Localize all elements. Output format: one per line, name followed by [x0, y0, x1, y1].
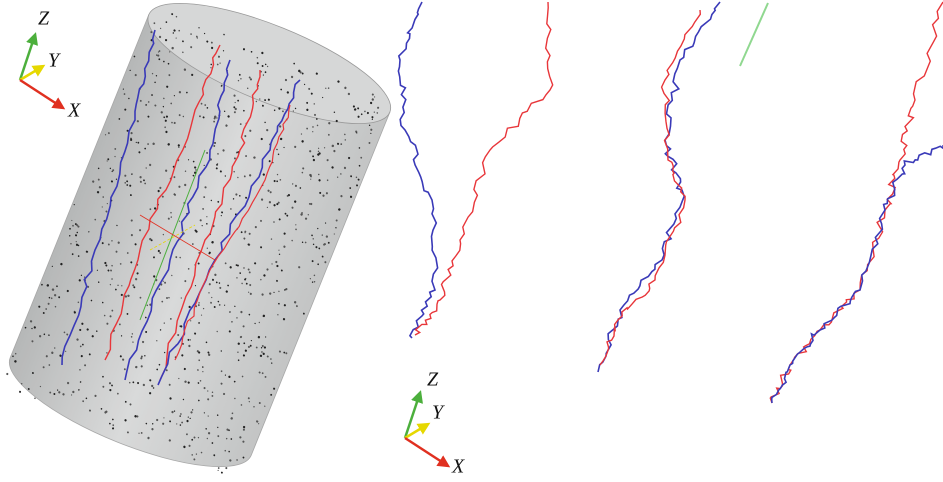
- crack: [398, 2, 437, 338]
- crack: [415, 2, 553, 335]
- figure: Z Y X Z Y X: [0, 0, 943, 482]
- speckle: [218, 467, 220, 469]
- axis-label: Y: [48, 50, 61, 72]
- speckle: [221, 471, 224, 474]
- speckle: [6, 373, 9, 376]
- axis-label: X: [67, 100, 81, 122]
- crack: [598, 2, 720, 372]
- axis-label: X: [451, 456, 465, 478]
- axis-triad-right: Z Y X: [405, 369, 465, 478]
- axis-label: Y: [432, 402, 445, 424]
- crack: [772, 145, 943, 403]
- axis-triad-left: Z Y X: [20, 8, 81, 122]
- page: {"left_axes": {"z": "Z", "y": "Y", "x": …: [0, 0, 943, 482]
- speckle: [225, 467, 228, 470]
- speckle: [19, 391, 22, 394]
- specimen-cylinder: [0, 0, 404, 482]
- crack: [770, 2, 943, 403]
- crack-axis: [740, 3, 768, 66]
- axis-label: Z: [427, 369, 439, 391]
- crack: [600, 10, 700, 365]
- axis-label: Z: [38, 8, 50, 30]
- speckle: [217, 470, 219, 472]
